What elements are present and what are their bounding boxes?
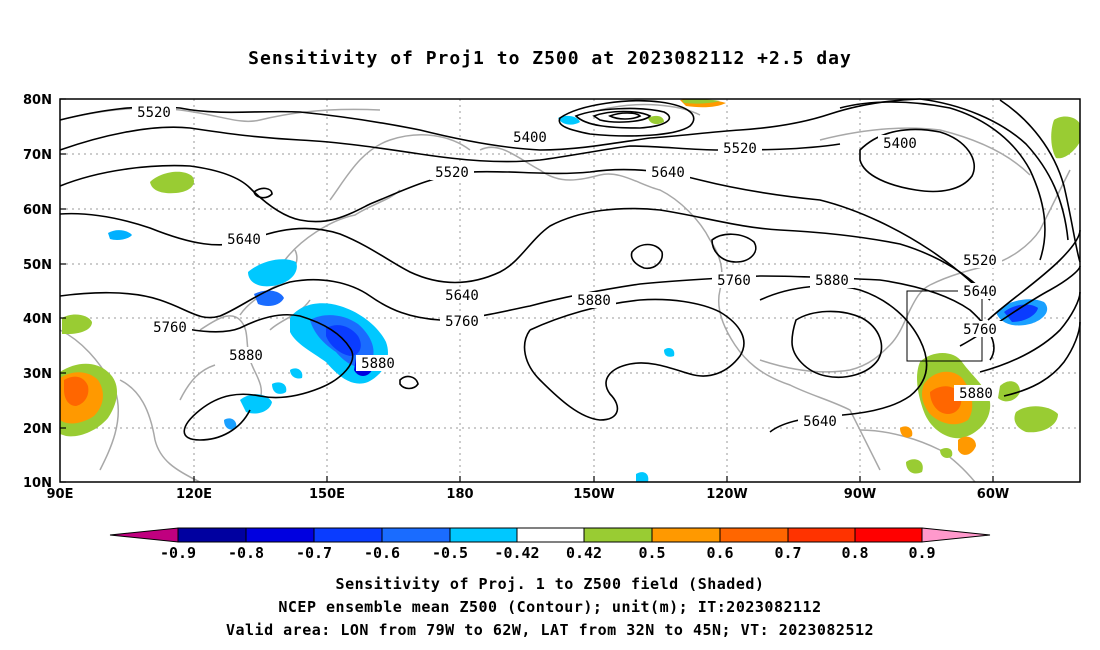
colorbar-label: 0.8 — [841, 544, 868, 562]
contour-label: 5520 — [137, 105, 171, 121]
colorbar-label: -0.5 — [432, 544, 468, 562]
contour-label: 5520 — [435, 165, 469, 181]
colorbar-cell — [516, 527, 585, 543]
latitude-labels: 80N 70N 60N 50N 40N 30N 20N 10N — [23, 93, 52, 491]
contour-label: 5520 — [963, 253, 997, 269]
contour-label: 5640 — [963, 284, 997, 300]
axis-ticks — [60, 98, 994, 483]
colorbar-cell — [177, 527, 247, 543]
lat-label: 20N — [23, 422, 52, 437]
colorbar-label: 0.5 — [638, 544, 665, 562]
lon-label: 180 — [446, 487, 473, 502]
contour-label: 5880 — [229, 348, 263, 364]
contour-label: 5760 — [445, 314, 479, 330]
contour-label: 5520 — [723, 141, 757, 157]
lat-label: 60N — [23, 203, 52, 218]
colorbar-label: -0.8 — [228, 544, 264, 562]
colorbar-label: 0.7 — [774, 544, 801, 562]
map-frame — [59, 98, 1081, 483]
colorbar-label: -0.7 — [296, 544, 332, 562]
z500-contours — [59, 98, 1081, 441]
contour-label: 5880 — [959, 386, 993, 402]
colorbar-cell — [787, 527, 856, 543]
lon-label: 150E — [309, 487, 345, 502]
colorbar-cell — [719, 527, 789, 543]
sensitivity-shading — [60, 99, 1080, 482]
lon-label: 90E — [47, 487, 74, 502]
colorbar-label: 0.42 — [566, 544, 602, 562]
lat-label: 50N — [23, 258, 52, 273]
lat-label: 10N — [23, 476, 52, 491]
colorbar-labels: -0.9 -0.8 -0.7 -0.6 -0.5 -0.42 0.42 0.5 … — [160, 544, 936, 562]
contour-label: 5400 — [513, 130, 547, 146]
contour-label: 5760 — [153, 320, 187, 336]
lon-label: 150W — [573, 487, 614, 502]
lon-label: 120E — [176, 487, 212, 502]
colorbar-label: -0.42 — [494, 544, 539, 562]
colorbar-label: 0.9 — [908, 544, 935, 562]
colorbar-under-triangle — [109, 527, 179, 543]
colorbar-over-triangle — [921, 527, 991, 543]
lat-label: 30N — [23, 367, 52, 382]
contour-label: 5640 — [445, 288, 479, 304]
contour-labels: 5520 5400 5520 5400 5640 5520 5640 5520 … — [132, 104, 1002, 430]
colorbar-cell — [854, 527, 923, 543]
contour-label: 5400 — [883, 136, 917, 152]
contour-label: 5880 — [361, 356, 395, 372]
lon-label: 120W — [706, 487, 747, 502]
lat-label: 80N — [23, 93, 52, 108]
colorbar-cell — [245, 527, 315, 543]
colorbar-cell — [651, 527, 721, 543]
colorbar-cell — [583, 527, 653, 543]
coastlines — [59, 103, 1071, 483]
contour-label: 5760 — [963, 322, 997, 338]
colorbar-label: 0.6 — [706, 544, 733, 562]
colorbar — [109, 527, 991, 543]
chart-title: Sensitivity of Proj1 to Z500 at 20230821… — [248, 48, 852, 69]
colorbar-cell — [449, 527, 518, 543]
footer-line-3: Valid area: LON from 79W to 62W, LAT fro… — [225, 621, 875, 639]
colorbar-label: -0.9 — [160, 544, 196, 562]
lat-label: 40N — [23, 312, 52, 327]
longitude-labels: 90E 120E 150E 180 150W 120W 90W 60W — [47, 487, 1010, 502]
footer-line-2: NCEP ensemble mean Z500 (Contour); unit(… — [278, 598, 822, 616]
footer-line-1: Sensitivity of Proj. 1 to Z500 field (Sh… — [335, 575, 765, 593]
lon-label: 60W — [977, 487, 1009, 502]
contour-label: 5880 — [815, 273, 849, 289]
lon-label: 90W — [844, 487, 876, 502]
colorbar-cell — [381, 527, 451, 543]
contour-label: 5760 — [717, 273, 751, 289]
contour-label: 5880 — [577, 293, 611, 309]
contour-label: 5640 — [803, 414, 837, 430]
colorbar-label: -0.6 — [364, 544, 400, 562]
lat-label: 70N — [23, 148, 52, 163]
contour-label: 5640 — [651, 165, 685, 181]
colorbar-cell — [313, 527, 383, 543]
contour-label: 5640 — [227, 232, 261, 248]
